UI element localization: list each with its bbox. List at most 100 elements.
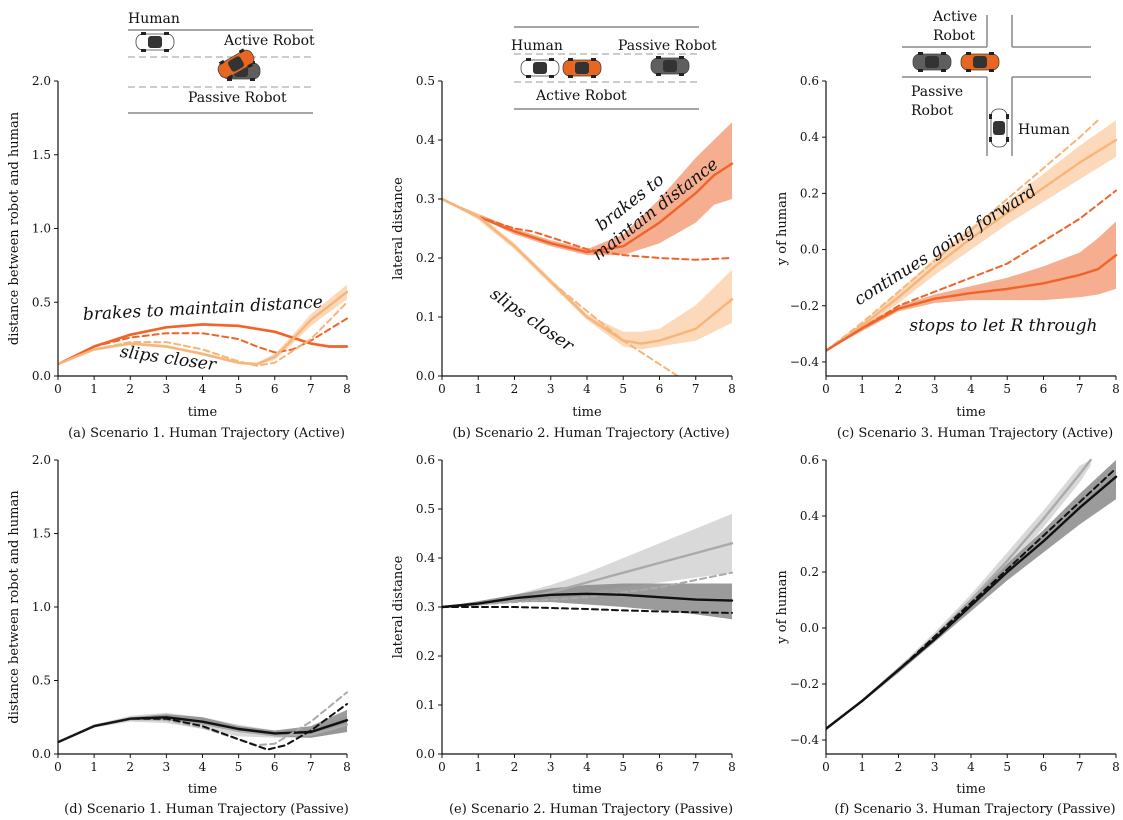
chart-panel-4: 0 1 2 3 4 5 6 7 8 0.0 0.5 1.0 1.5 2.0 time distance bet… [7,453,351,817]
plot-area [826,458,1118,730]
x-tick-label: 5 [1003,760,1011,774]
car-wheel [568,75,573,78]
x-tick-label: 1 [858,760,866,774]
scene-label: Human [511,38,563,54]
y-tick-label: −0.2 [790,299,819,313]
series-line-dashed [442,606,733,614]
car-wheel [941,69,946,72]
car-icon [562,58,602,78]
y-tick-label: 0.2 [416,251,435,265]
x-tick-label: 3 [163,382,171,396]
x-tick-label: 5 [235,382,243,396]
car-wheel [238,48,245,54]
x-tick-label: 1 [858,382,866,396]
y-tick-label: 1.5 [32,527,51,541]
car-window [228,56,244,72]
car-window [575,62,589,74]
x-axis-label: time [188,782,218,797]
x-tick-label: 1 [474,760,482,774]
series-line [58,323,349,366]
y-tick-label: 2.0 [32,74,51,88]
scene-label: Robot [911,103,953,119]
x-tick-label: 7 [307,382,315,396]
scene-label: Passive Robot [618,38,717,54]
series-line-dashed [826,467,1117,730]
x-tick-label: 1 [474,382,482,396]
car-wheel [966,69,971,72]
x-tick-label: 7 [1076,760,1084,774]
x-tick-label: 3 [931,760,939,774]
y-axis-label: distance between robot and human [7,111,22,345]
scene-label: Human [1018,122,1070,138]
series-line-dashed [58,691,348,747]
car-icon [520,58,560,78]
x-tick-label: 3 [163,760,171,774]
car-window [925,56,939,68]
x-tick-label: 0 [822,382,830,396]
chart-panel-1: 0 1 2 3 4 5 6 7 8 0.0 0.5 1.0 1.5 2.0 time distance bet… [7,74,351,441]
x-tick-label: 2 [126,382,134,396]
scene-label: Active [932,9,977,25]
car-wheel [989,69,994,72]
car-wheel [1006,114,1009,119]
y-tick-label: 0.4 [416,133,435,147]
confidence-band [826,460,1091,729]
y-tick-label: 0.4 [800,509,819,523]
car-wheel [966,52,971,55]
car-wheel [656,56,661,59]
y-tick-label: 1.0 [32,222,51,236]
car-wheel [549,75,554,78]
y-tick-label: 0.5 [416,74,435,88]
car-wheel [164,32,169,35]
annotation-text: stops to let R through [909,316,1097,336]
x-tick-label: 7 [1076,382,1084,396]
y-tick-label: 0.5 [32,295,51,309]
car-window [973,56,987,68]
y-tick-label: 0.0 [800,621,819,635]
panel-caption: (a) Scenario 1. Human Trajectory (Active… [68,426,345,441]
car-wheel [568,58,573,61]
x-tick-label: 6 [656,760,664,774]
x-tick-label: 0 [438,382,446,396]
y-tick-label: 0.2 [800,186,819,200]
plot-area [442,513,734,620]
chart-panel-2: 0 1 2 3 4 5 6 7 8 0.0 0.1 0.2 0.3 0.4 0.5 time lateral d… [391,74,736,441]
confidence-band [826,120,1116,351]
y-tick-label: 0.1 [416,310,435,324]
x-tick-label: 0 [438,760,446,774]
car-wheel [918,52,923,55]
car-tilted [217,48,255,80]
panel-caption: (c) Scenario 3. Human Trajectory (Active… [837,426,1113,441]
y-tick-label: 0.6 [416,453,435,467]
y-axis-label: lateral distance [391,555,406,658]
series-line-dashed [442,571,733,608]
x-tick-label: 1 [90,760,98,774]
scene-diagram-1: Human Active Robot Passive Robot [128,11,315,114]
y-axis-label: distance between robot and human [7,490,22,724]
panel-caption: (b) Scenario 2. Human Trajectory (Active… [452,426,729,441]
car-wheel [247,63,254,69]
x-tick-label: 4 [583,760,591,774]
x-axis-label: time [188,405,218,420]
y-tick-label: 0.4 [800,130,819,144]
series-line-dashed [442,198,679,376]
car-wheel [989,137,992,142]
x-tick-label: 2 [126,760,134,774]
car-wheel [549,58,554,61]
car-wheel [141,32,146,35]
x-tick-label: 7 [692,382,700,396]
y-tick-label: 0.0 [800,243,819,257]
x-axis-label: time [572,782,602,797]
car-icon [960,52,1000,72]
x-tick-label: 3 [547,382,555,396]
car-wheel [591,75,596,78]
x-tick-label: 6 [1040,382,1048,396]
car-wheel [989,52,994,55]
x-tick-label: 8 [343,382,351,396]
series-line [442,162,734,254]
scene-label: Passive [911,84,963,100]
y-axis-label: lateral distance [391,177,406,280]
panel-caption: (e) Scenario 2. Human Trajectory (Passiv… [449,802,733,817]
plot-area [442,122,734,376]
car-wheel [656,73,661,76]
